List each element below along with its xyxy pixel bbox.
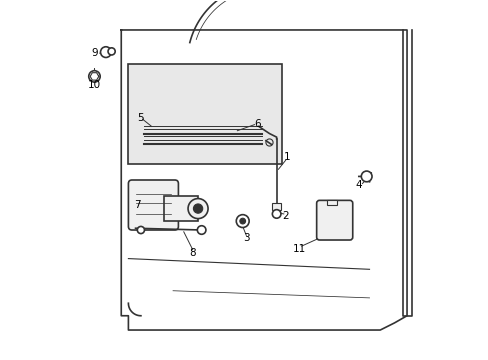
Text: 6: 6 xyxy=(254,119,260,129)
Circle shape xyxy=(193,204,203,213)
Circle shape xyxy=(236,215,248,228)
Text: 8: 8 xyxy=(189,248,196,257)
Circle shape xyxy=(197,226,205,234)
FancyBboxPatch shape xyxy=(128,180,178,230)
Text: 4: 4 xyxy=(355,180,362,190)
Text: 9: 9 xyxy=(91,48,98,58)
Circle shape xyxy=(88,71,100,82)
Text: 3: 3 xyxy=(243,233,249,243)
Bar xyxy=(272,203,281,210)
Bar xyxy=(164,196,198,221)
Text: 1: 1 xyxy=(284,152,290,162)
Circle shape xyxy=(272,210,281,218)
Circle shape xyxy=(188,199,207,219)
Bar xyxy=(326,200,337,205)
Circle shape xyxy=(101,47,111,58)
Circle shape xyxy=(361,171,371,182)
Text: 10: 10 xyxy=(88,80,101,90)
Bar xyxy=(128,64,282,164)
Text: 2: 2 xyxy=(282,211,288,221)
Text: 7: 7 xyxy=(134,200,141,210)
Circle shape xyxy=(240,218,245,224)
Circle shape xyxy=(137,226,144,234)
Circle shape xyxy=(108,48,115,55)
FancyBboxPatch shape xyxy=(316,201,352,240)
Text: 11: 11 xyxy=(293,244,306,253)
Text: 5: 5 xyxy=(137,113,143,123)
